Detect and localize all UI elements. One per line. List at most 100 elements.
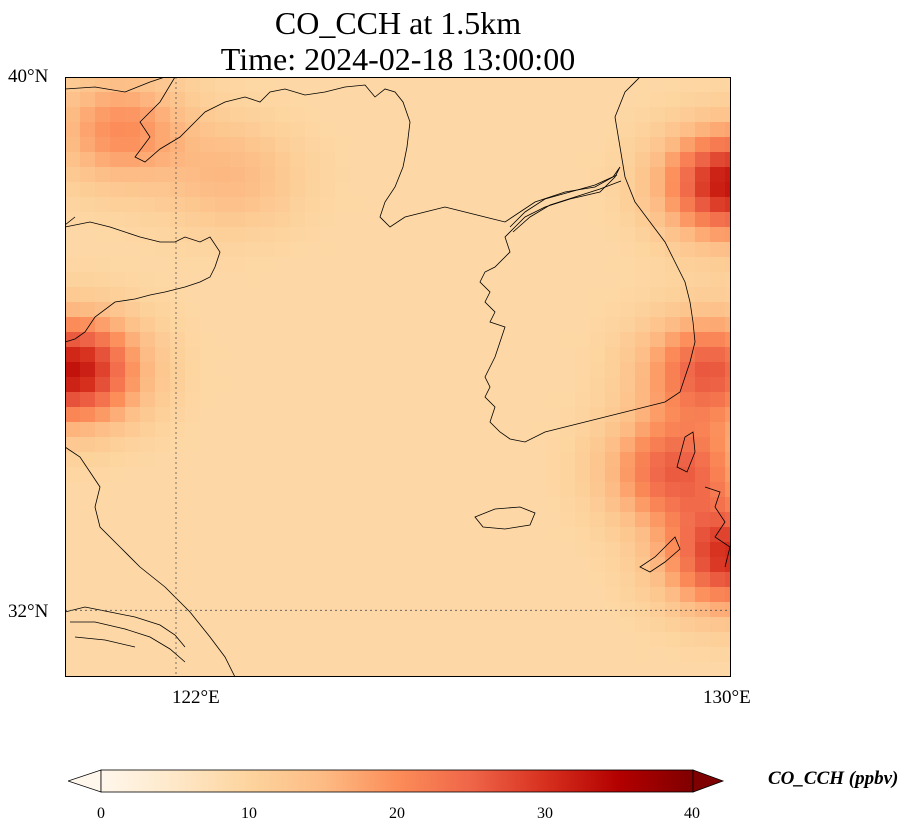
- field-cell: [380, 362, 396, 378]
- field-cell: [575, 497, 591, 513]
- field-cell: [605, 542, 621, 558]
- field-cell: [80, 572, 96, 588]
- field-cell: [575, 632, 591, 648]
- field-cell: [545, 272, 561, 288]
- field-cell: [665, 497, 681, 513]
- field-cell: [155, 257, 171, 273]
- field-cell: [665, 437, 681, 453]
- field-cell: [290, 527, 306, 543]
- field-cell: [635, 467, 651, 483]
- field-cell: [665, 152, 681, 168]
- field-cell: [410, 572, 426, 588]
- field-cell: [350, 527, 366, 543]
- field-cell: [410, 542, 426, 558]
- field-cell: [65, 137, 81, 153]
- field-cell: [500, 242, 516, 258]
- field-cell: [290, 107, 306, 123]
- field-cell: [350, 407, 366, 423]
- field-cell: [365, 152, 381, 168]
- field-cell: [440, 437, 456, 453]
- field-cell: [245, 392, 261, 408]
- field-cell: [335, 587, 351, 603]
- field-cell: [305, 482, 321, 498]
- field-cell: [260, 422, 276, 438]
- field-cell: [65, 587, 81, 603]
- field-cell: [215, 107, 231, 123]
- field-cell: [155, 602, 171, 618]
- field-cell: [140, 77, 156, 93]
- field-cell: [110, 527, 126, 543]
- field-cell: [725, 257, 731, 273]
- field-cell: [110, 167, 126, 183]
- field-cell: [425, 587, 441, 603]
- field-cell: [635, 377, 651, 393]
- field-cell: [335, 182, 351, 198]
- field-cell: [125, 77, 141, 93]
- field-cell: [140, 572, 156, 588]
- field-cell: [410, 527, 426, 543]
- field-cell: [95, 242, 111, 258]
- field-cell: [200, 332, 216, 348]
- field-cell: [470, 137, 486, 153]
- field-cell: [650, 77, 666, 93]
- field-cell: [710, 317, 726, 333]
- field-cell: [425, 212, 441, 228]
- field-cell: [560, 302, 576, 318]
- field-cell: [275, 242, 291, 258]
- field-cell: [380, 482, 396, 498]
- field-cell: [725, 287, 731, 303]
- field-cell: [200, 497, 216, 513]
- field-cell: [245, 77, 261, 93]
- field-cell: [110, 422, 126, 438]
- field-cell: [560, 257, 576, 273]
- field-cell: [620, 482, 636, 498]
- field-cell: [80, 317, 96, 333]
- field-cell: [140, 662, 156, 677]
- field-cell: [290, 212, 306, 228]
- field-cell: [485, 152, 501, 168]
- field-cell: [65, 497, 81, 513]
- field-cell: [500, 482, 516, 498]
- field-cell: [605, 452, 621, 468]
- field-cell: [665, 182, 681, 198]
- bohai-coast: [65, 216, 76, 226]
- field-cell: [650, 212, 666, 228]
- field-cell: [710, 587, 726, 603]
- field-cell: [80, 152, 96, 168]
- field-cell: [335, 152, 351, 168]
- field-cell: [515, 542, 531, 558]
- field-cell: [185, 617, 201, 633]
- field-cell: [485, 557, 501, 573]
- field-cell: [680, 557, 696, 573]
- field-cell: [695, 467, 711, 483]
- field-cell: [725, 557, 731, 573]
- field-cell: [725, 167, 731, 183]
- field-cell: [170, 422, 186, 438]
- field-cell: [455, 467, 471, 483]
- field-cell: [305, 122, 321, 138]
- field-cell: [440, 587, 456, 603]
- field-cell: [455, 242, 471, 258]
- field-cell: [95, 212, 111, 228]
- field-cell: [455, 137, 471, 153]
- field-cell: [290, 272, 306, 288]
- field-cell: [260, 332, 276, 348]
- field-cell: [215, 422, 231, 438]
- field-cell: [335, 167, 351, 183]
- field-cell: [200, 167, 216, 183]
- field-cell: [665, 212, 681, 228]
- field-cell: [500, 497, 516, 513]
- field-cell: [620, 347, 636, 363]
- field-cell: [140, 422, 156, 438]
- field-cell: [170, 317, 186, 333]
- field-cell: [140, 377, 156, 393]
- field-cell: [275, 602, 291, 618]
- field-cell: [320, 512, 336, 528]
- field-cell: [515, 602, 531, 618]
- field-cell: [455, 392, 471, 408]
- field-cell: [635, 287, 651, 303]
- field-cell: [290, 542, 306, 558]
- field-cell: [155, 302, 171, 318]
- field-cell: [635, 647, 651, 663]
- field-cell: [485, 272, 501, 288]
